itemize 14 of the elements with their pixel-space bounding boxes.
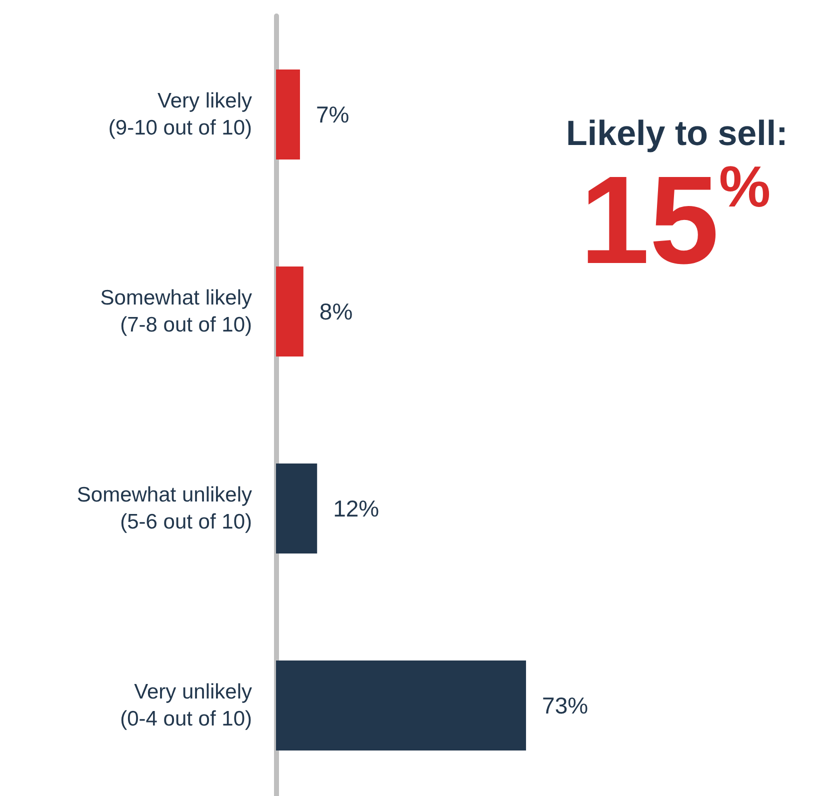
y-tick-label: Very unlikely (0-4 out of 10) (120, 680, 252, 730)
data-label: 7% (316, 102, 350, 128)
bar (276, 266, 304, 356)
bar (276, 464, 318, 554)
data-label: 73% (542, 692, 588, 718)
y-tick-label: Somewhat unlikely (5-6 out of 10) (76, 484, 252, 534)
data-label: 8% (319, 298, 353, 324)
y-tick-label: Very likely (9-10 out of 10) (108, 90, 252, 140)
text: Likely to sell: (566, 114, 788, 153)
bar (276, 660, 526, 750)
bar (276, 70, 300, 160)
y-tick-label: Somewhat likely (7-8 out of 10) (100, 286, 252, 336)
data-label: 12% (333, 496, 380, 522)
text: 15% (580, 151, 771, 290)
